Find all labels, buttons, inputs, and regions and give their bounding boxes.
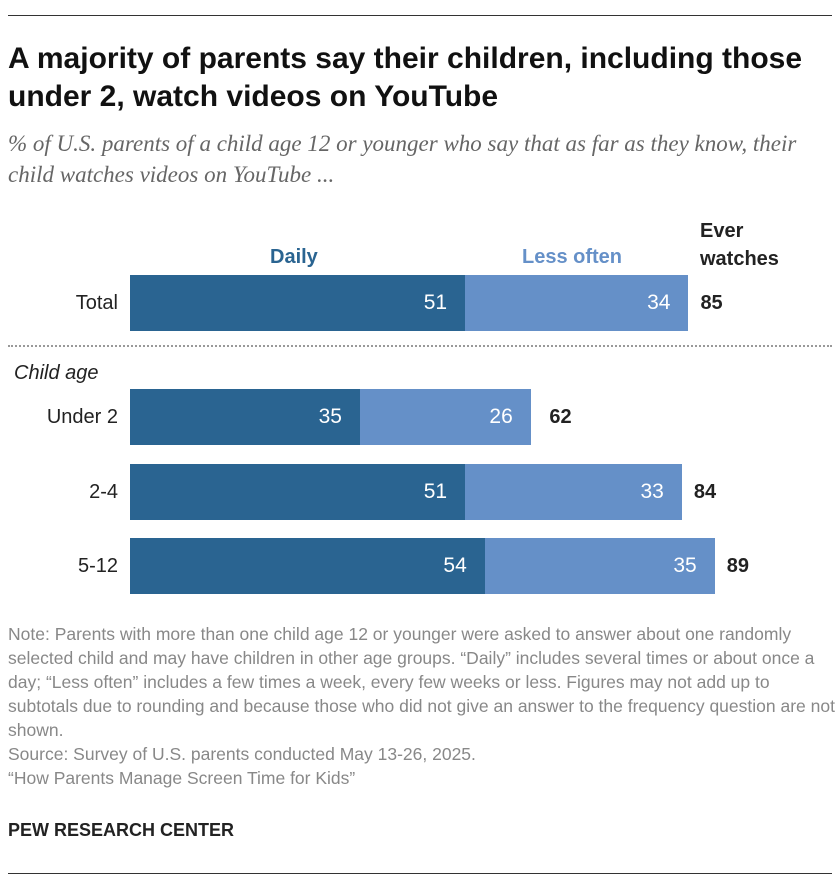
category-label: Total: [75, 292, 118, 314]
chart-subtitle: % of U.S. parents of a child age 12 or y…: [8, 131, 797, 187]
bar-daily: 51: [130, 275, 466, 331]
legend-daily: Daily: [270, 246, 318, 268]
bottom-rule: [8, 873, 832, 874]
bar-less-often: 26: [359, 389, 531, 445]
category-label: 2-4: [89, 481, 118, 503]
legend-less-often: Less often: [522, 246, 623, 268]
bar-daily: 35: [130, 389, 360, 445]
category-label: 5-12: [77, 555, 118, 577]
total-label: 84: [693, 481, 717, 503]
bar-less-often: 34: [465, 275, 689, 331]
group-label: Child age: [14, 362, 99, 384]
total-label: 85: [700, 292, 723, 314]
total-label: 89: [726, 555, 749, 577]
brand-logo: PEW RESEARCH CENTER: [8, 820, 235, 840]
report-title: “How Parents Manage Screen Time for Kids…: [8, 768, 356, 788]
top-rule: [8, 15, 832, 16]
source-text: Source: Survey of U.S. parents conducted…: [8, 744, 476, 764]
note-text: Note: Parents with more than one child a…: [8, 624, 835, 740]
chart-title: A majority of parents say their children…: [8, 42, 803, 113]
category-label: Under 2: [46, 406, 118, 428]
notes: Note: Parents with more than one child a…: [8, 622, 838, 790]
totals-header: Ever watches: [700, 220, 779, 270]
total-label: 62: [549, 406, 572, 428]
bar-less-often: 35: [484, 538, 715, 594]
bar-daily: 51: [130, 464, 466, 520]
bar-less-often: 33: [465, 464, 682, 520]
divider: [8, 345, 832, 347]
bar-daily: 54: [130, 538, 485, 594]
